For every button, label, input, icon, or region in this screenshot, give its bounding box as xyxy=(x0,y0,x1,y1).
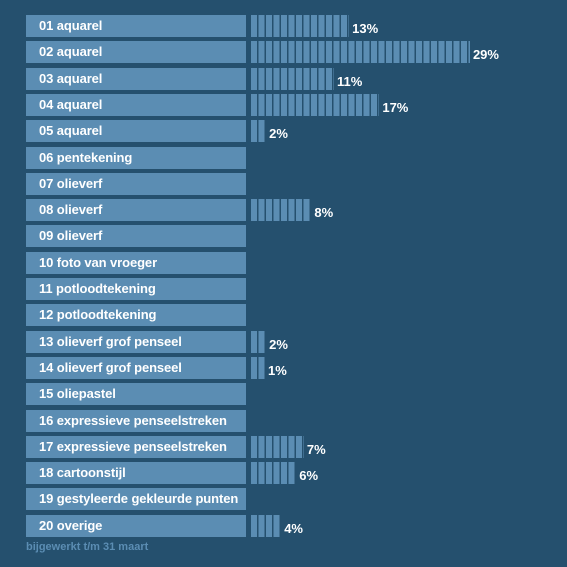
bar xyxy=(251,462,297,485)
category-label: 08 olieverf xyxy=(26,199,246,222)
category-label: 17 expressieve penseelstreken xyxy=(26,435,246,458)
category-label: 06 pentekening xyxy=(26,146,246,169)
value-label: 7% xyxy=(306,441,326,457)
value-label: 13% xyxy=(352,21,379,36)
bar xyxy=(251,330,267,353)
bar xyxy=(251,120,267,143)
bar xyxy=(251,93,380,116)
bar xyxy=(251,41,470,64)
bar xyxy=(251,514,282,537)
bar xyxy=(251,435,304,458)
category-label: 18 cartoonstijl xyxy=(26,462,246,485)
category-label: 07 olieverf xyxy=(26,172,246,195)
category-label: 01 aquarel xyxy=(26,15,246,37)
category-label: 05 aquarel xyxy=(26,120,246,143)
category-label: 04 aquarel xyxy=(26,93,246,116)
value-label: 17% xyxy=(382,99,409,115)
category-label: 10 foto van vroeger xyxy=(26,251,246,274)
category-label: 19 gestyleerde gekleurde punten xyxy=(26,488,246,511)
value-label: 6% xyxy=(299,468,319,484)
category-label: 15 oliepastel xyxy=(26,383,246,406)
value-label: 11% xyxy=(337,73,363,89)
category-label: 11 potloodtekening xyxy=(26,278,246,300)
value-label: 8% xyxy=(314,205,334,221)
value-label: 4% xyxy=(284,520,303,536)
value-label: 2% xyxy=(269,336,288,352)
bar xyxy=(251,67,335,90)
category-label: 16 expressieve penseelstreken xyxy=(26,409,246,432)
bar xyxy=(251,356,265,379)
value-label: 29% xyxy=(472,47,499,63)
category-label: 02 aquarel xyxy=(26,41,246,64)
footnote: bijgewerkt t/m 31 maart xyxy=(26,541,149,553)
category-label: 13 olieverf grof penseel xyxy=(26,330,246,353)
category-label: 12 potloodtekening xyxy=(26,304,246,327)
category-label: 20 overige xyxy=(26,514,246,537)
category-label: 09 olieverf xyxy=(26,225,246,248)
value-label: 1% xyxy=(268,362,287,378)
bar xyxy=(251,199,312,222)
value-label: 2% xyxy=(269,126,288,142)
category-label: 14 olieverf grof penseel xyxy=(26,356,246,379)
category-label: 03 aquarel xyxy=(26,67,246,90)
bar xyxy=(251,15,350,37)
